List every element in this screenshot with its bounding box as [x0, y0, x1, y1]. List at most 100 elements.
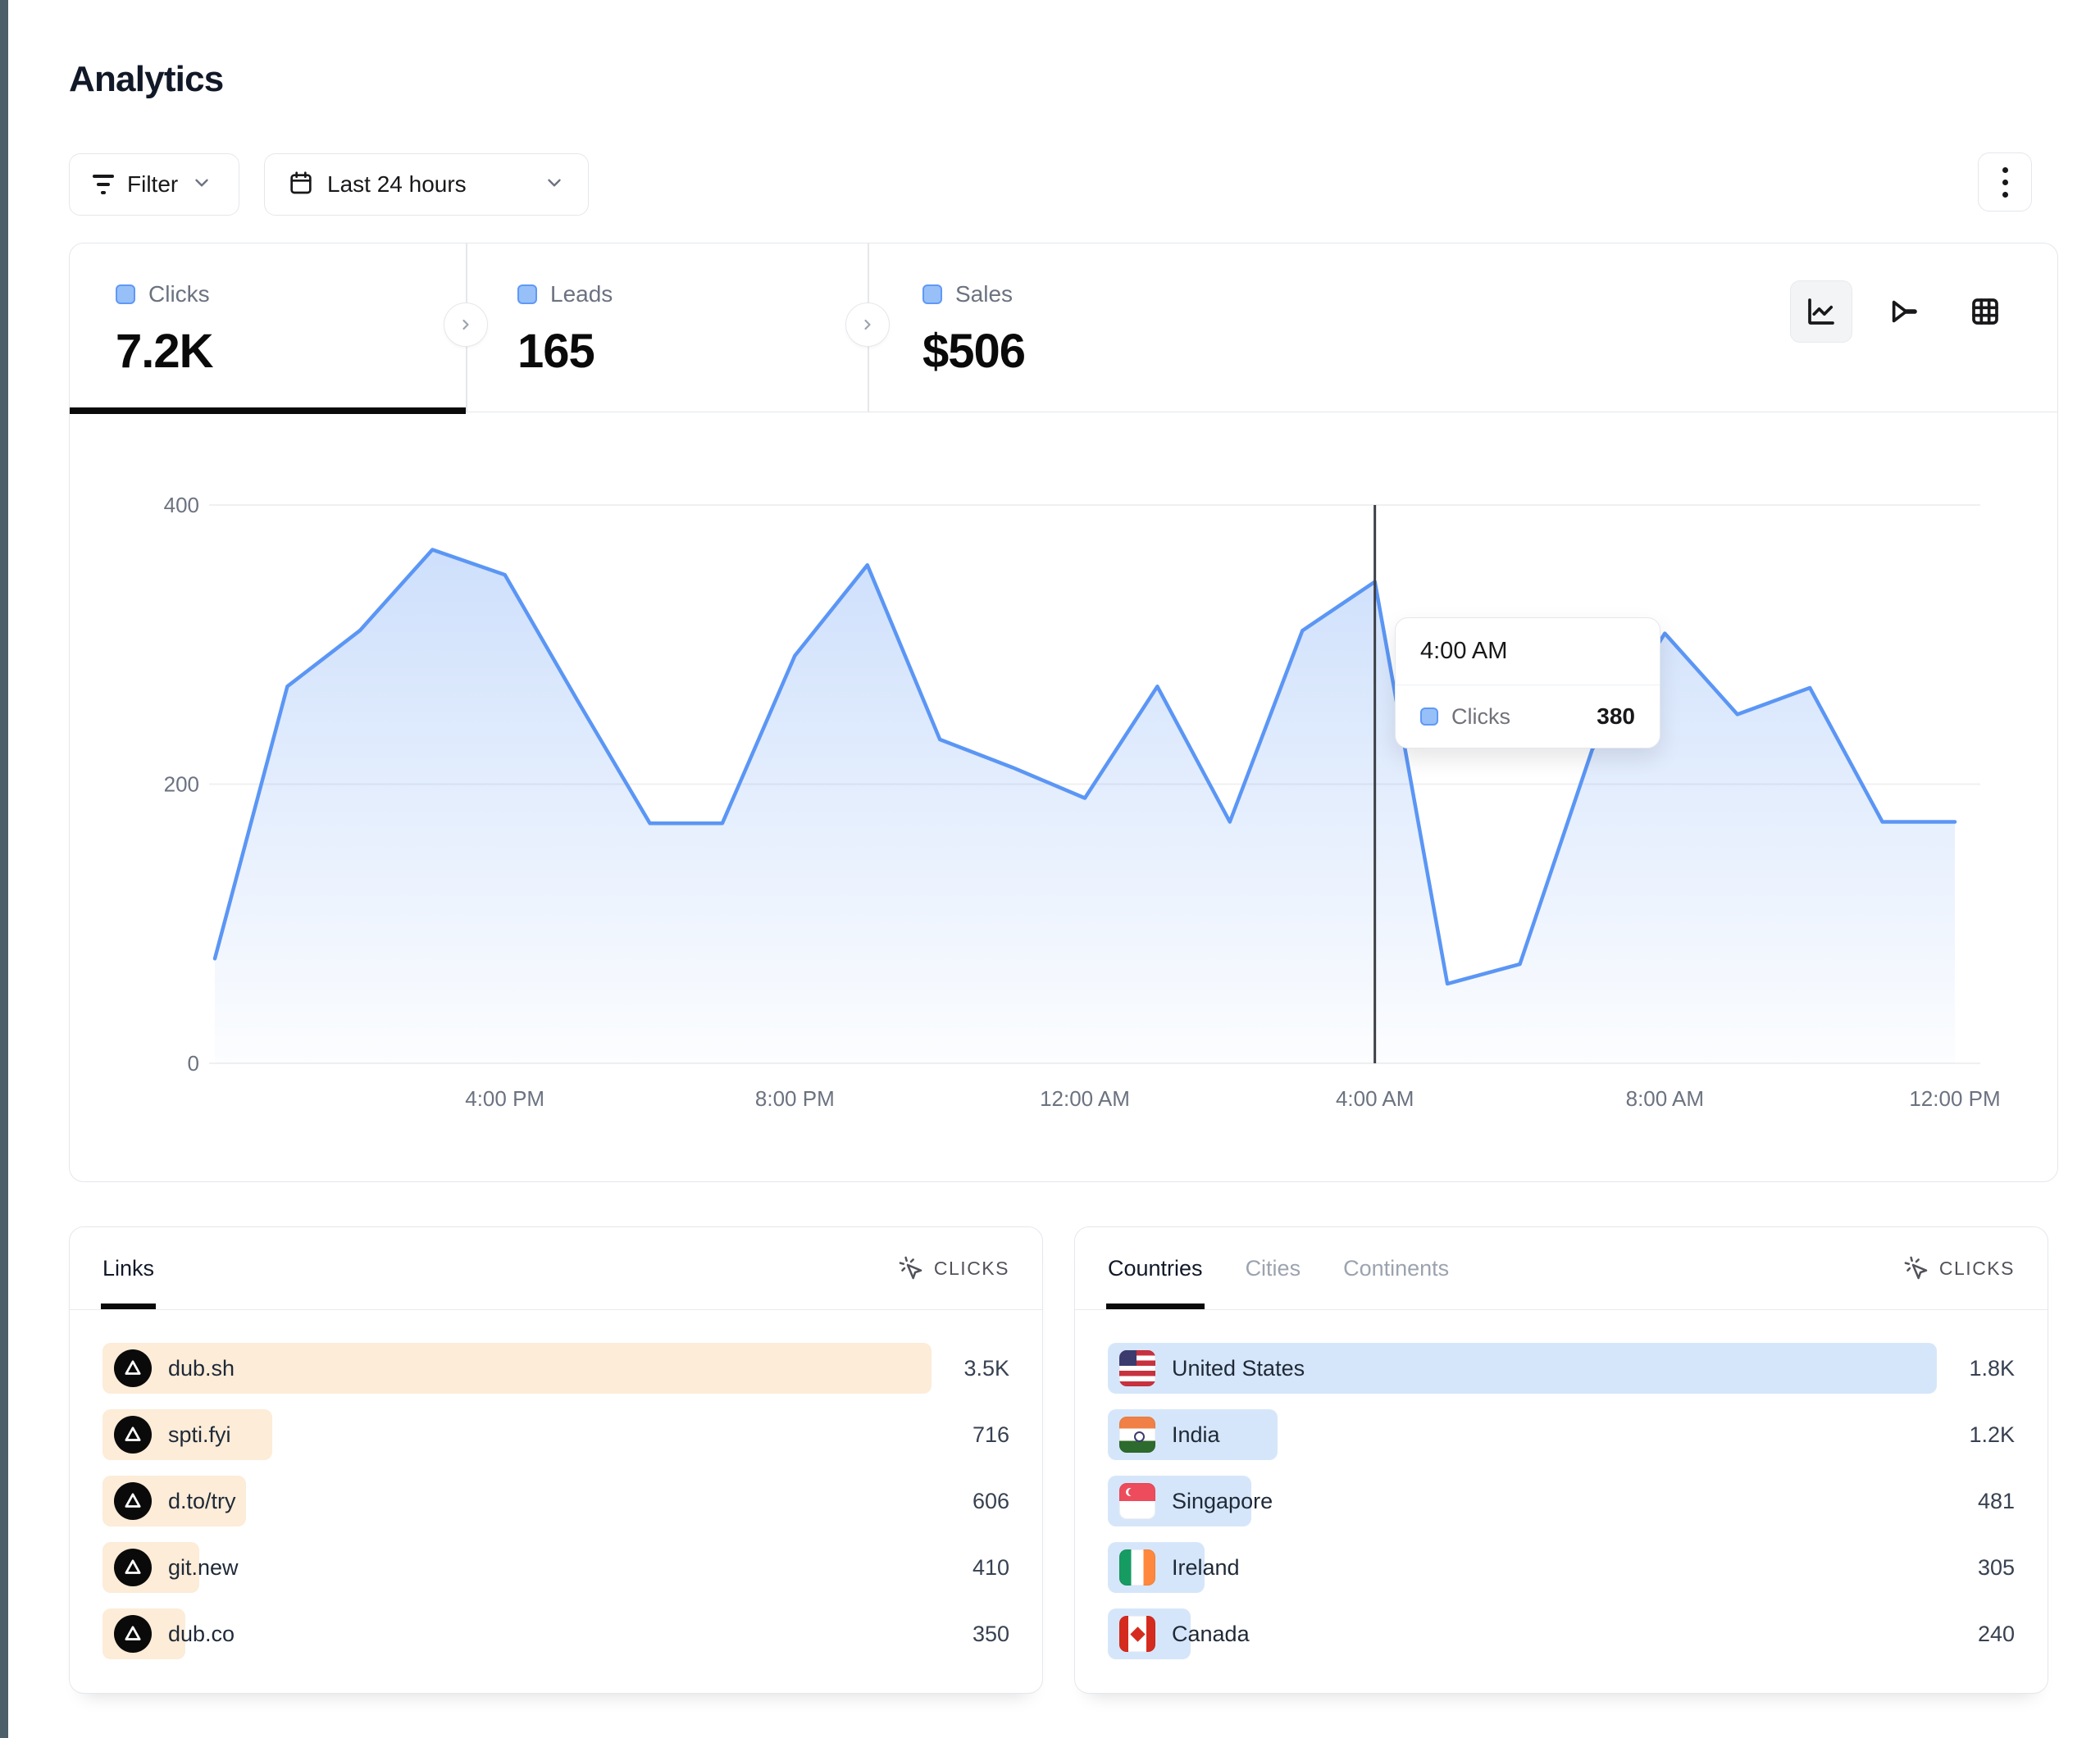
- links-panel-header: Links CLICKS: [70, 1227, 1042, 1310]
- chart-tooltip: 4:00 AM Clicks 380: [1395, 617, 1660, 748]
- dub-logo-icon: [114, 1416, 152, 1454]
- date-range-label: Last 24 hours: [327, 171, 467, 197]
- countries-metric-header: CLICKS: [1903, 1255, 2015, 1281]
- funnel-view-button[interactable]: [1872, 280, 1934, 343]
- tab-clicks[interactable]: Clicks 7.2K: [70, 243, 466, 414]
- list-item-value: 1.2K: [1969, 1422, 2015, 1447]
- chart-view-switcher: [1790, 280, 2016, 343]
- list-item[interactable]: dub.co 350: [102, 1608, 1009, 1659]
- svg-text:4:00 AM: 4:00 AM: [1336, 1086, 1414, 1109]
- list-item[interactable]: Canada 240: [1108, 1608, 2015, 1659]
- us-flag-icon: [1119, 1350, 1155, 1386]
- tab-continents[interactable]: Continents: [1343, 1255, 1450, 1281]
- ie-flag-icon: [1119, 1549, 1155, 1586]
- list-item[interactable]: United States 1.8K: [1108, 1343, 2015, 1394]
- metric-tabs-row: Clicks 7.2K Leads 165 Sales $506: [70, 243, 2057, 414]
- list-item-value: 350: [972, 1621, 1009, 1646]
- ca-flag-icon: [1119, 1616, 1155, 1652]
- analytics-card: Clicks 7.2K Leads 165 Sales $506: [69, 243, 2058, 1182]
- value-bar: [102, 1343, 932, 1394]
- date-range-button[interactable]: Last 24 hours: [264, 153, 589, 216]
- dub-logo-icon: [114, 1549, 152, 1586]
- active-tab-indicator: [70, 407, 466, 414]
- list-item-label: spti.fyi: [168, 1422, 231, 1447]
- countries-panel-header: Countries Cities Continents CLICKS: [1075, 1227, 2048, 1310]
- list-item-value: 240: [1977, 1621, 2015, 1646]
- clicks-area-chart[interactable]: 0 200 400 4:00 PM 8:00 PM 12:00 AM 4:00 AM 8:00…: [70, 411, 2059, 1109]
- table-grid-icon: [1972, 298, 1998, 325]
- sales-legend-swatch: [922, 284, 942, 304]
- links-panel: Links CLICKS dub.sh 3.5K spti.fyi 716 d.…: [69, 1226, 1043, 1694]
- chevron-right-icon: [864, 319, 871, 330]
- tab-cities[interactable]: Cities: [1245, 1255, 1301, 1281]
- list-item-label: United States: [1172, 1355, 1305, 1381]
- expand-leads-button[interactable]: [845, 303, 890, 347]
- countries-clicks-header-label: CLICKS: [1938, 1257, 2015, 1279]
- tab-leads[interactable]: Leads 165: [471, 243, 868, 412]
- leads-tab-value: 165: [517, 325, 595, 378]
- sg-flag-icon: [1119, 1483, 1155, 1519]
- list-item-value: 305: [1977, 1554, 2015, 1580]
- filter-icon: [93, 175, 114, 194]
- clicks-tab-label: Clicks: [148, 281, 210, 307]
- table-view-button[interactable]: [1954, 280, 2016, 343]
- list-item[interactable]: Ireland 305: [1108, 1542, 2015, 1593]
- sales-tab-value: $506: [922, 325, 1026, 378]
- tab-links[interactable]: Links: [100, 1255, 157, 1309]
- dub-logo-icon: [114, 1615, 152, 1653]
- more-options-button[interactable]: [1978, 152, 2032, 212]
- list-item-label: India: [1172, 1422, 1220, 1447]
- chevron-right-icon: [462, 319, 469, 330]
- kebab-menu-icon: [2002, 166, 2008, 198]
- list-item-value: 1.8K: [1969, 1355, 2015, 1381]
- tooltip-legend-swatch: [1420, 707, 1438, 726]
- dub-logo-icon: [114, 1349, 152, 1387]
- list-item-value: 481: [1977, 1488, 2015, 1513]
- tooltip-metric-value: 380: [1597, 703, 1635, 729]
- list-item-label: Canada: [1172, 1621, 1250, 1646]
- list-item[interactable]: spti.fyi 716: [102, 1409, 1009, 1460]
- tooltip-time: 4:00 AM: [1396, 618, 1660, 685]
- svg-text:400: 400: [164, 493, 199, 517]
- line-chart-view-button[interactable]: [1790, 280, 1852, 343]
- page-title: Analytics: [69, 59, 224, 99]
- list-item[interactable]: Singapore 481: [1108, 1476, 2015, 1526]
- links-metric-header: CLICKS: [898, 1255, 1009, 1281]
- countries-list: United States 1.8K India 1.2K Singapore …: [1075, 1310, 2048, 1659]
- tooltip-metric-label: Clicks: [1451, 703, 1510, 729]
- svg-text:12:00 PM: 12:00 PM: [1909, 1086, 2000, 1109]
- sales-tab-label: Sales: [955, 281, 1014, 307]
- cursor-click-icon: [899, 1256, 922, 1280]
- svg-text:12:00 AM: 12:00 AM: [1040, 1086, 1130, 1109]
- filter-button[interactable]: Filter: [69, 153, 239, 216]
- links-clicks-header-label: CLICKS: [933, 1257, 1009, 1279]
- line-chart-icon: [1808, 298, 1834, 325]
- in-flag-icon: [1119, 1417, 1155, 1453]
- list-item-value: 3.5K: [963, 1355, 1009, 1381]
- list-item[interactable]: dub.sh 3.5K: [102, 1343, 1009, 1394]
- list-item[interactable]: d.to/try 606: [102, 1476, 1009, 1526]
- list-item-label: Ireland: [1172, 1554, 1240, 1580]
- tab-sales[interactable]: Sales $506: [877, 243, 1273, 412]
- expand-clicks-button[interactable]: [444, 303, 488, 347]
- countries-panel: Countries Cities Continents CLICKS Unite…: [1074, 1226, 2048, 1694]
- chevron-down-icon: [191, 172, 212, 198]
- leads-tab-label: Leads: [550, 281, 613, 307]
- list-item[interactable]: India 1.2K: [1108, 1409, 2015, 1460]
- list-item[interactable]: git.new 410: [102, 1542, 1009, 1593]
- svg-text:8:00 AM: 8:00 AM: [1626, 1086, 1704, 1109]
- value-bar: [1108, 1343, 1937, 1394]
- svg-text:0: 0: [188, 1051, 199, 1076]
- tab-countries[interactable]: Countries: [1106, 1255, 1205, 1309]
- page-edge-strip: [0, 0, 8, 1738]
- svg-text:4:00 PM: 4:00 PM: [465, 1086, 544, 1109]
- svg-text:8:00 PM: 8:00 PM: [755, 1086, 835, 1109]
- clicks-tab-value: 7.2K: [116, 325, 214, 378]
- list-item-label: d.to/try: [168, 1488, 236, 1513]
- links-list: dub.sh 3.5K spti.fyi 716 d.to/try 606 gi…: [70, 1310, 1042, 1659]
- list-item-label: dub.sh: [168, 1355, 235, 1381]
- list-item-value: 606: [972, 1488, 1009, 1513]
- calendar-icon: [288, 170, 314, 200]
- chevron-down-icon: [544, 172, 565, 198]
